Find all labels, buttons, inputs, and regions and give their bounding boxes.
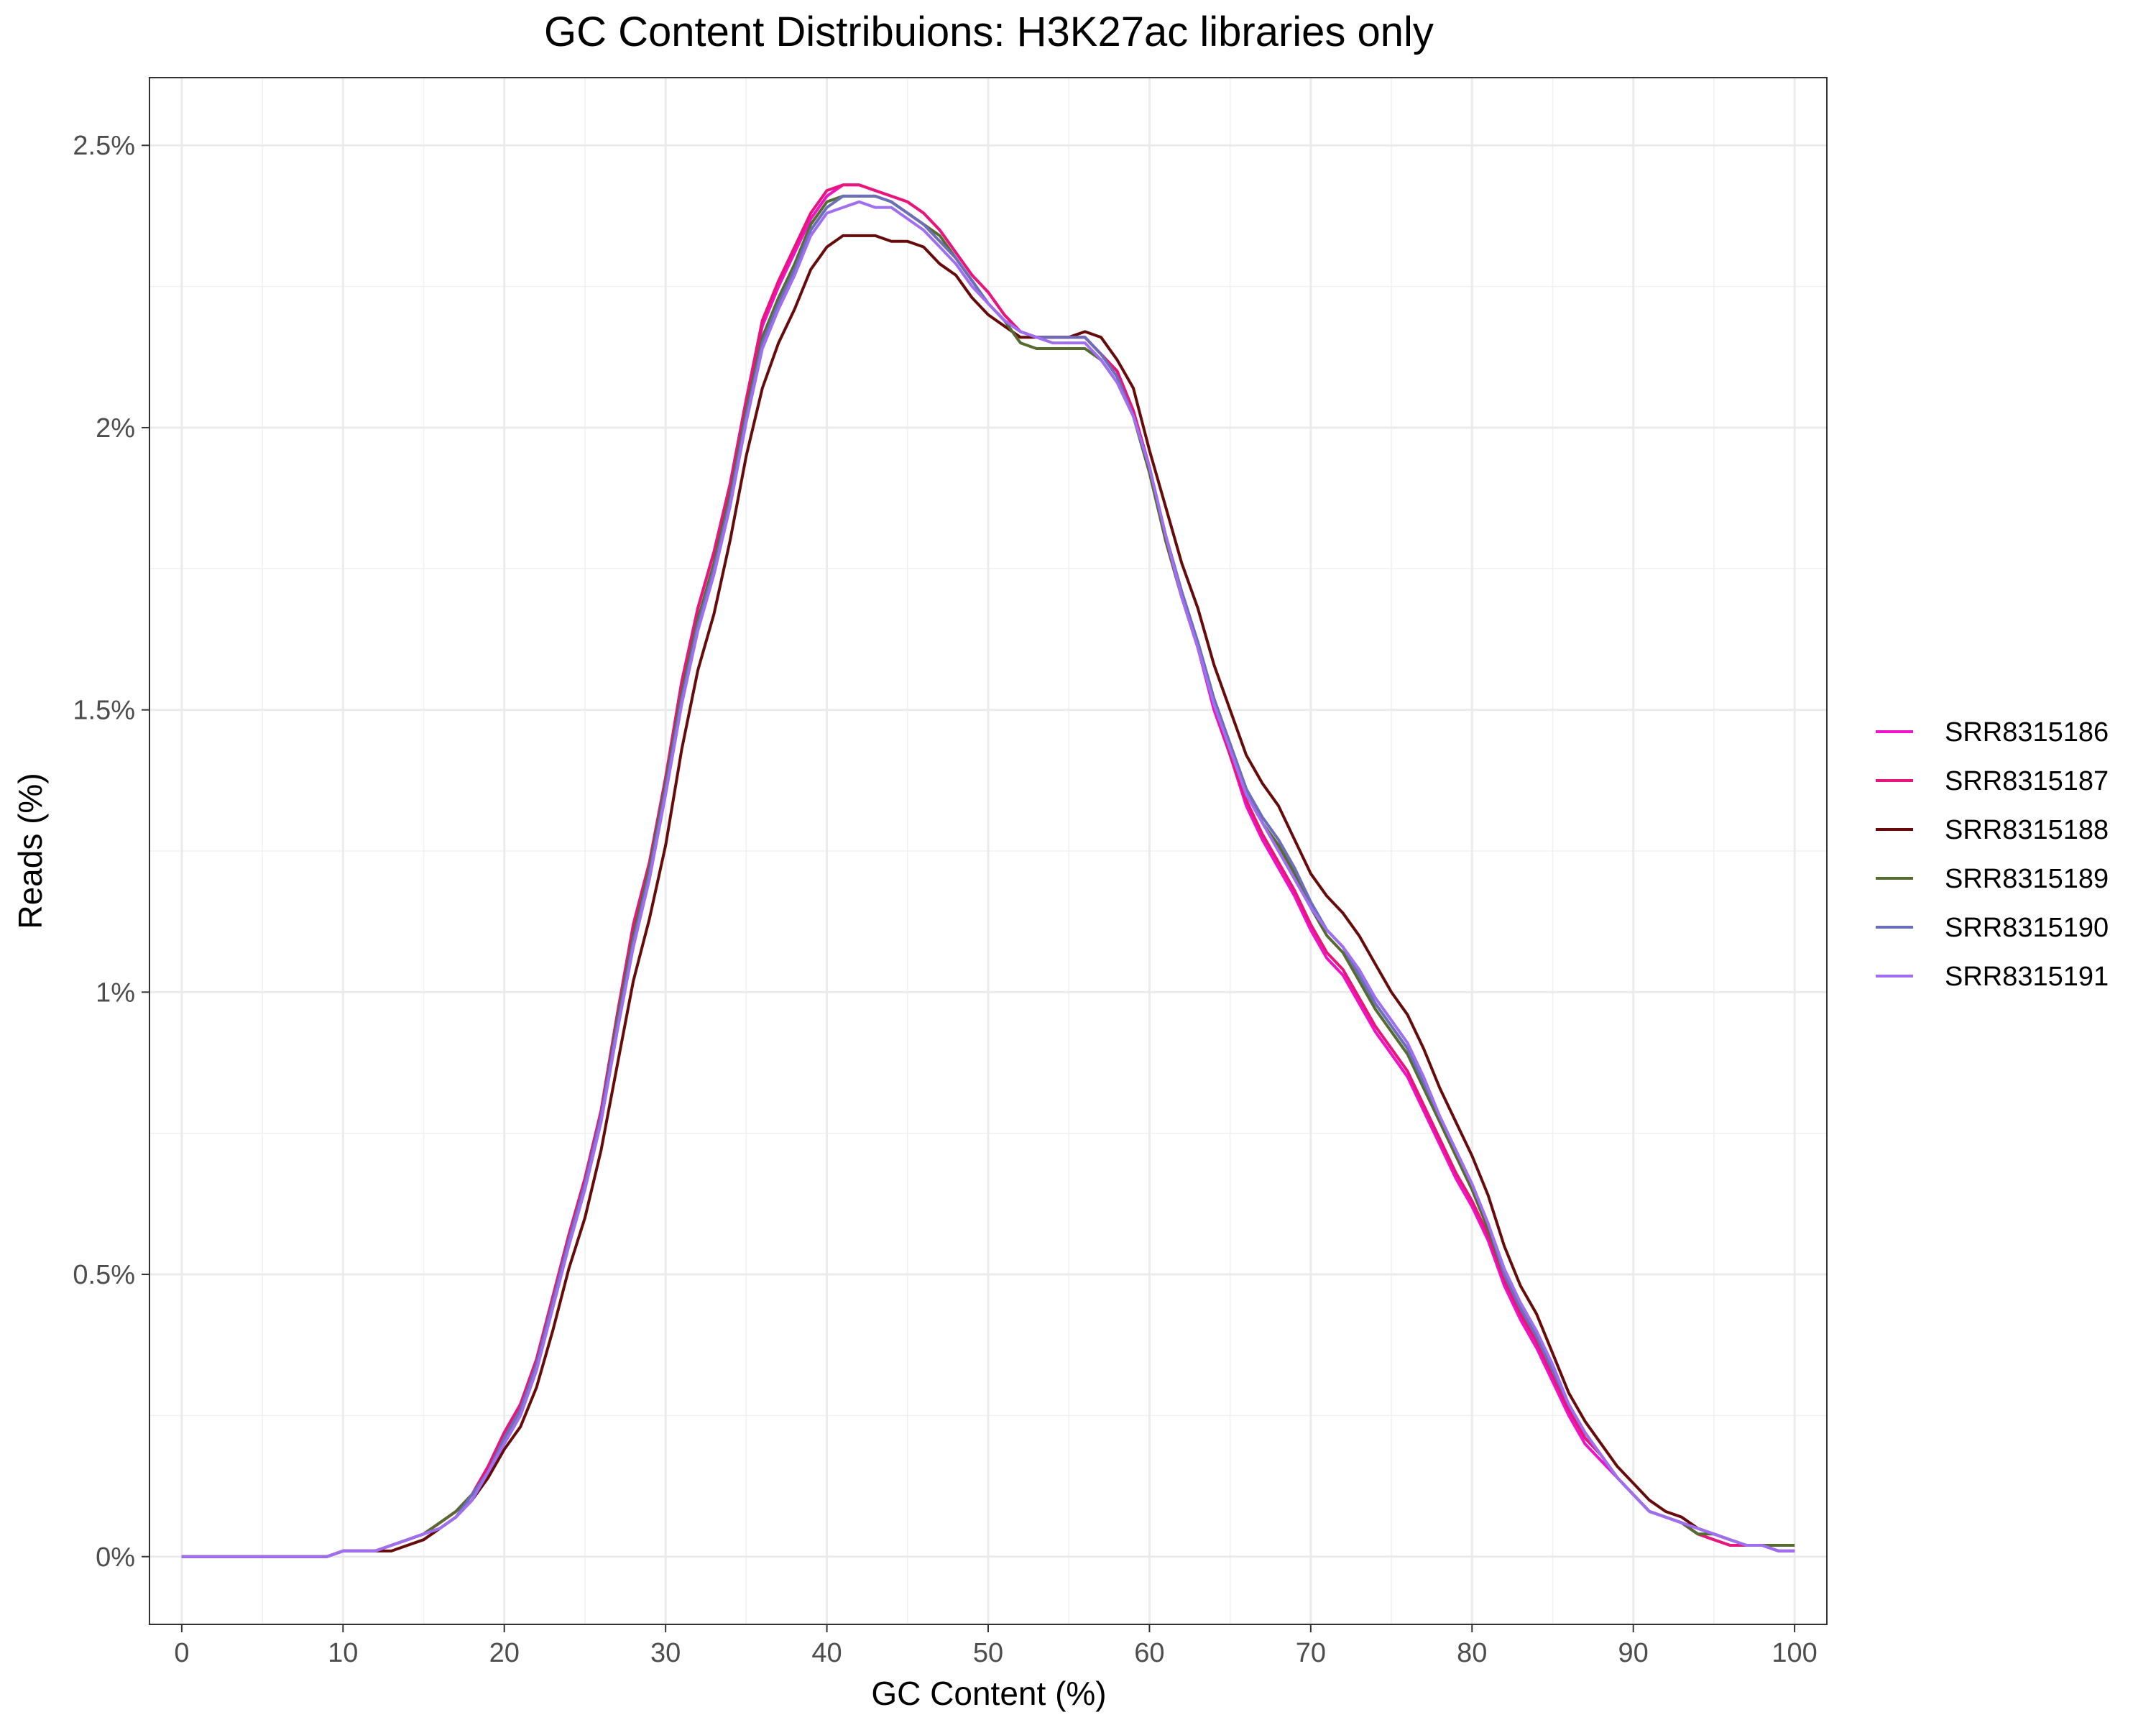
x-axis: 0 10 20 30 40 50 60 70 80 90 100: [174, 1624, 1818, 1668]
legend-label-SRR8315189: SRR8315189: [1945, 864, 2109, 894]
x-tick-label: 50: [973, 1638, 1003, 1668]
x-tick-label: 100: [1772, 1638, 1817, 1668]
legend-label-SRR8315186: SRR8315186: [1945, 717, 2109, 748]
x-tick-label: 30: [650, 1638, 681, 1668]
y-axis: 0% 0.5% 1% 1.5% 2% 2.5%: [73, 131, 149, 1573]
x-tick-label: 0: [174, 1638, 189, 1668]
x-tick-label: 70: [1296, 1638, 1326, 1668]
legend-label-SRR8315191: SRR8315191: [1945, 962, 2109, 992]
legend-label-SRR8315187: SRR8315187: [1945, 766, 2109, 796]
x-axis-title: GC Content (%): [871, 1675, 1106, 1712]
major-gridlines: [149, 78, 1827, 1624]
y-tick-label: 0.5%: [73, 1260, 135, 1290]
x-tick-label: 10: [328, 1638, 358, 1668]
y-tick-label: 1%: [96, 978, 135, 1008]
x-tick-label: 20: [489, 1638, 520, 1668]
x-tick-label: 90: [1618, 1638, 1649, 1668]
legend: SRR8315186 SRR8315187 SRR8315188 SRR8315189…: [1876, 717, 2109, 992]
series-lines: [181, 183, 1795, 1558]
x-tick-label: 60: [1134, 1638, 1164, 1668]
y-tick-label: 2%: [96, 413, 135, 443]
y-tick-label: 0%: [96, 1542, 135, 1573]
y-tick-label: 1.5%: [73, 696, 135, 726]
y-axis-title: Reads (%): [11, 773, 49, 929]
y-tick-label: 2.5%: [73, 131, 135, 161]
legend-label-SRR8315190: SRR8315190: [1945, 913, 2109, 943]
chart-title: GC Content Distribuions: H3K27ac librari…: [544, 9, 1434, 55]
series-line-SRR8315191: [181, 200, 1795, 1558]
x-tick-label: 40: [811, 1638, 842, 1668]
x-tick-label: 80: [1457, 1638, 1487, 1668]
legend-label-SRR8315188: SRR8315188: [1945, 815, 2109, 845]
